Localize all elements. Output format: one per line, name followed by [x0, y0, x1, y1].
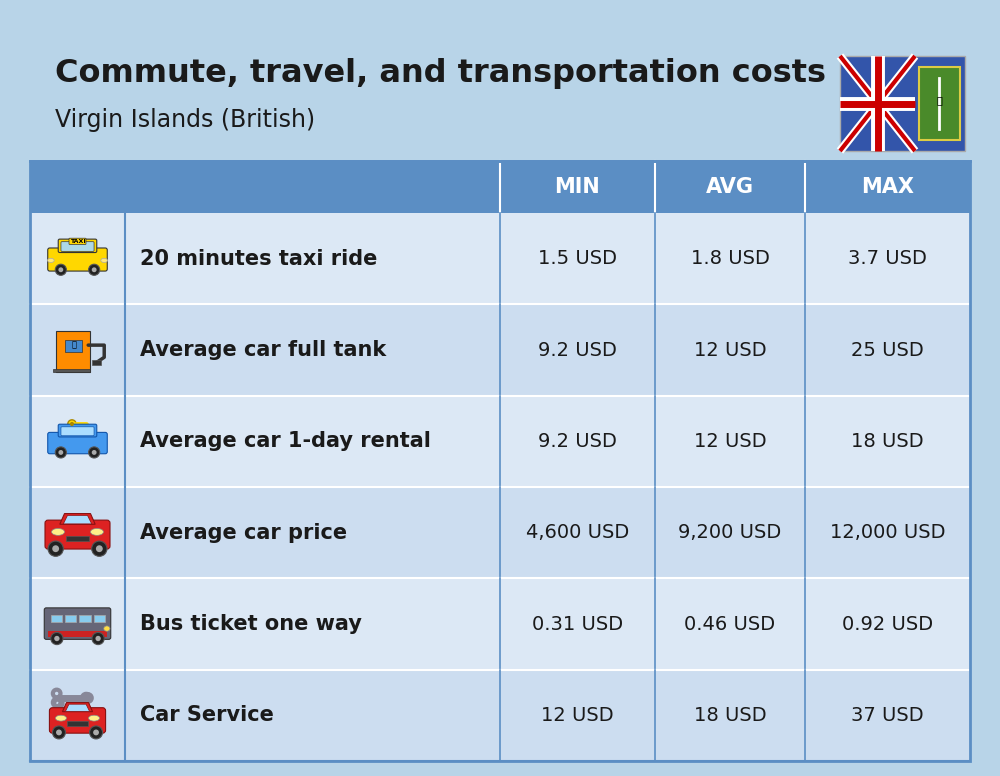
Bar	[67, 722, 88, 726]
Bar	[65, 615, 76, 622]
Text: MAX: MAX	[861, 177, 914, 197]
FancyBboxPatch shape	[58, 239, 97, 252]
Text: 9.2 USD: 9.2 USD	[538, 431, 617, 451]
Bar	[92, 360, 101, 365]
Circle shape	[92, 268, 97, 272]
FancyBboxPatch shape	[49, 708, 106, 733]
Circle shape	[93, 729, 99, 736]
Bar	[51, 615, 62, 622]
Circle shape	[58, 268, 63, 272]
Text: 20 minutes taxi ride: 20 minutes taxi ride	[140, 248, 377, 268]
Text: Bus ticket one way: Bus ticket one way	[140, 614, 362, 634]
Text: 9,200 USD: 9,200 USD	[678, 523, 782, 542]
Bar	[30, 487, 970, 578]
Text: 12,000 USD: 12,000 USD	[830, 523, 945, 542]
Text: MIN: MIN	[555, 177, 600, 197]
Text: 18 USD: 18 USD	[694, 706, 766, 725]
Text: 25 USD: 25 USD	[851, 341, 924, 359]
Circle shape	[70, 422, 74, 426]
Polygon shape	[60, 514, 95, 525]
Circle shape	[68, 420, 76, 428]
Circle shape	[90, 726, 103, 739]
Ellipse shape	[104, 626, 110, 631]
Text: 💧: 💧	[72, 341, 77, 350]
Circle shape	[89, 264, 100, 275]
Bar	[30, 304, 970, 396]
Bar	[919, 68, 960, 140]
Text: 1.8 USD: 1.8 USD	[691, 249, 769, 268]
Text: 9.2 USD: 9.2 USD	[538, 341, 617, 359]
Ellipse shape	[89, 715, 100, 721]
Bar	[48, 631, 107, 637]
Text: 12 USD: 12 USD	[694, 431, 766, 451]
Bar	[30, 578, 970, 670]
Bar	[66, 535, 89, 541]
Text: 4,600 USD: 4,600 USD	[526, 523, 629, 542]
Bar	[30, 670, 970, 761]
Bar	[30, 213, 970, 304]
Text: 1.5 USD: 1.5 USD	[538, 249, 617, 268]
Text: Average car price: Average car price	[140, 523, 347, 542]
Text: Average car full tank: Average car full tank	[140, 340, 386, 360]
Text: 18 USD: 18 USD	[851, 431, 924, 451]
FancyBboxPatch shape	[45, 520, 110, 549]
Text: Commute, travel, and transportation costs: Commute, travel, and transportation cost…	[55, 58, 826, 89]
Circle shape	[92, 450, 97, 455]
Circle shape	[52, 726, 65, 739]
Circle shape	[48, 541, 63, 556]
Circle shape	[55, 264, 66, 275]
Circle shape	[56, 729, 62, 736]
Text: 12 USD: 12 USD	[541, 706, 614, 725]
Circle shape	[58, 450, 63, 455]
Text: 0.46 USD: 0.46 USD	[684, 615, 776, 633]
Ellipse shape	[101, 258, 107, 262]
Bar	[79, 615, 91, 622]
Bar	[30, 396, 970, 487]
FancyBboxPatch shape	[61, 241, 94, 251]
FancyBboxPatch shape	[58, 424, 97, 437]
Circle shape	[92, 632, 104, 645]
Text: 0.31 USD: 0.31 USD	[532, 615, 623, 633]
Text: 37 USD: 37 USD	[851, 706, 924, 725]
Bar	[56, 331, 90, 372]
Circle shape	[92, 541, 107, 556]
Bar	[840, 56, 965, 151]
Bar	[30, 161, 970, 761]
Ellipse shape	[48, 258, 54, 262]
Text: 3.7 USD: 3.7 USD	[848, 249, 927, 268]
Bar	[30, 161, 970, 213]
Circle shape	[52, 546, 59, 553]
Polygon shape	[65, 704, 90, 712]
Text: 🏛: 🏛	[936, 95, 942, 105]
Polygon shape	[62, 702, 93, 712]
Circle shape	[95, 636, 101, 641]
Text: 12 USD: 12 USD	[694, 341, 766, 359]
Ellipse shape	[90, 528, 103, 535]
Bar	[65, 341, 82, 352]
Text: TAXI: TAXI	[70, 239, 85, 244]
FancyBboxPatch shape	[44, 608, 111, 639]
Text: AVG: AVG	[706, 177, 754, 197]
Ellipse shape	[52, 528, 65, 535]
Circle shape	[96, 546, 103, 553]
Polygon shape	[63, 515, 92, 524]
Circle shape	[55, 447, 66, 458]
Text: Virgin Islands (British): Virgin Islands (British)	[55, 108, 315, 132]
Circle shape	[89, 447, 100, 458]
Text: Average car 1-day rental: Average car 1-day rental	[140, 431, 431, 452]
Text: 0.92 USD: 0.92 USD	[842, 615, 933, 633]
Circle shape	[54, 636, 60, 641]
Bar	[94, 615, 105, 622]
Text: Car Service: Car Service	[140, 705, 274, 726]
FancyBboxPatch shape	[61, 427, 94, 436]
Circle shape	[51, 632, 63, 645]
Bar	[53, 369, 90, 372]
FancyBboxPatch shape	[48, 248, 107, 271]
FancyBboxPatch shape	[48, 432, 107, 454]
Ellipse shape	[55, 715, 66, 721]
